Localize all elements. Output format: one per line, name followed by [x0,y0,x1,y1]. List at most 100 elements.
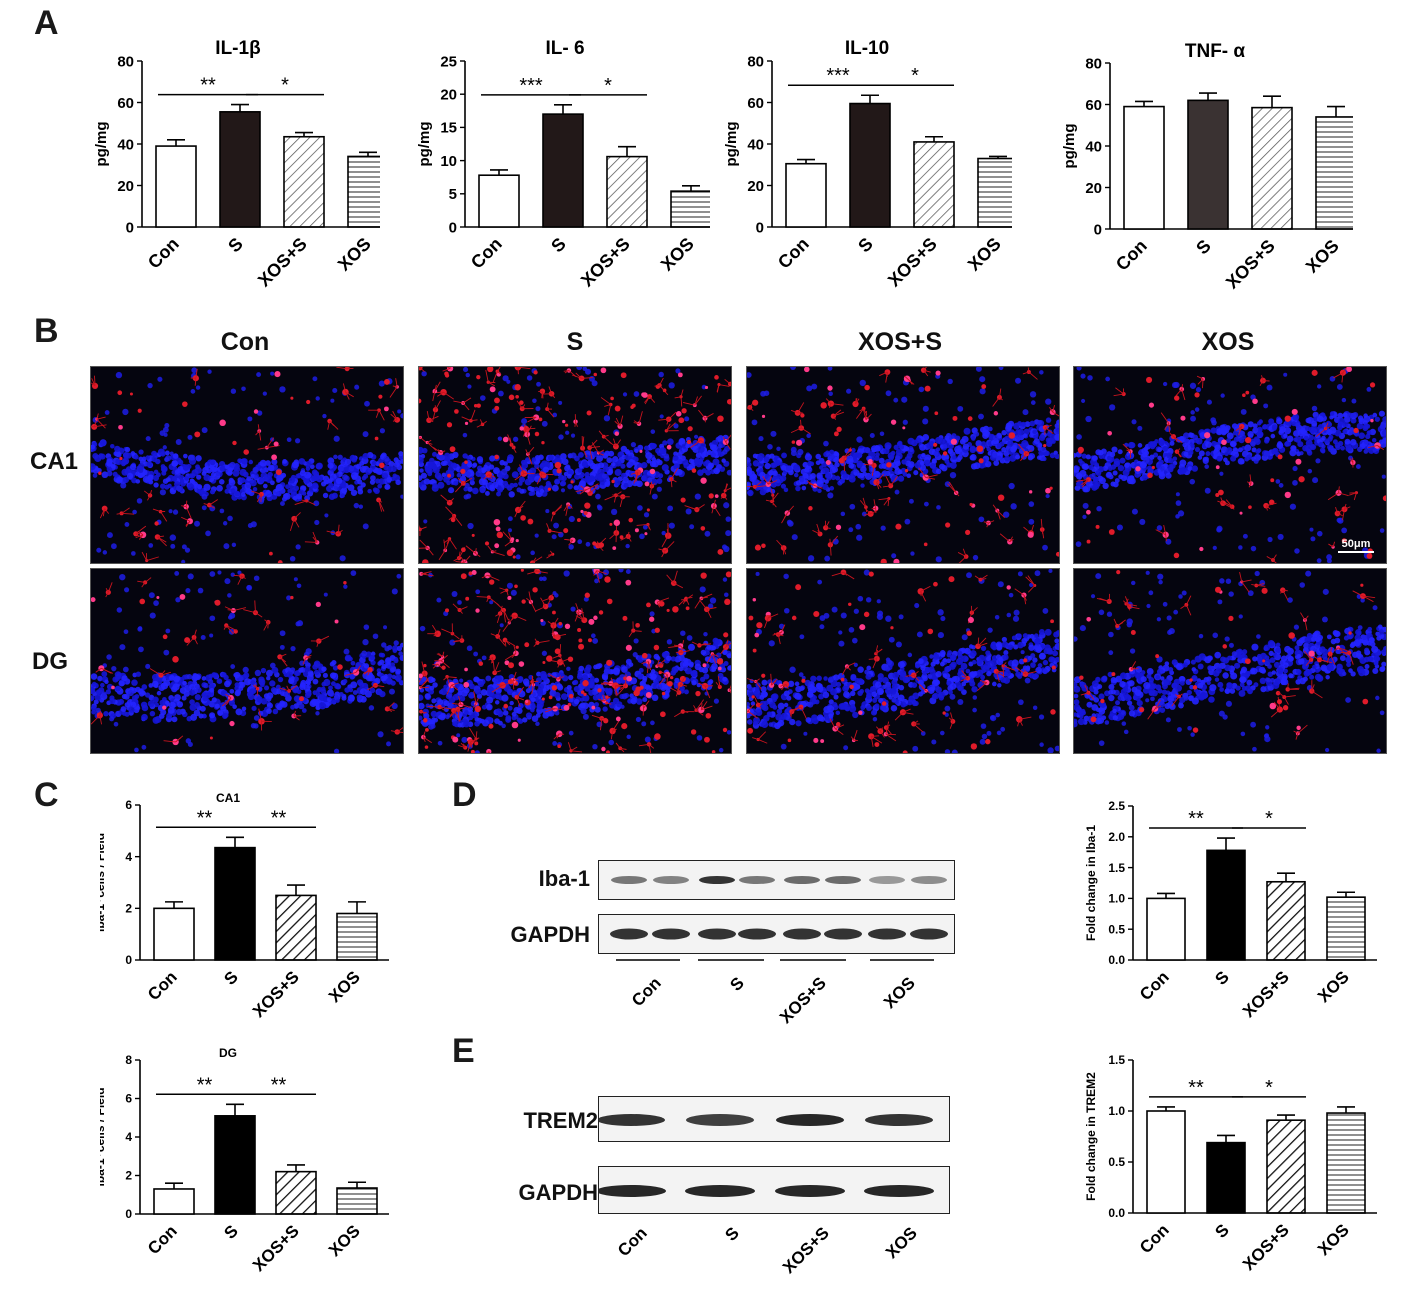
y-tick-label: 0.5 [1108,1155,1125,1169]
y-axis-label: pg/mg [416,122,433,167]
bar-con [785,162,827,228]
bar-con [1146,897,1186,961]
micrograph-dg-xos [1073,568,1387,754]
panel-label-e: E [452,1032,475,1070]
significance-label: *** [826,65,850,87]
y-axis-label: pg/mg [93,122,110,167]
bar-s [849,102,891,228]
blot-group-label: XOS+S [776,973,830,1026]
y-tick-label: 0 [126,219,134,236]
micro-col-title-s: S [566,328,584,356]
micrograph-dg-s [418,568,732,754]
bar-xos [977,157,1012,228]
chart-dg: DG 0 2 4 6 8 iba-1⁺cells / Field Con S XOS+S XOS **… [100,1046,389,1275]
y-tick-label: 40 [747,136,764,153]
significance-label: *** [519,75,543,97]
y-tick-label: 2 [125,1169,132,1183]
chart-title: IL- 6 [545,38,584,59]
scale-bar-label: 50μm [1341,538,1371,550]
blot-e-gapdh [596,1166,950,1214]
bar-xos [670,190,710,228]
y-tick-label: 60 [747,95,764,112]
y-tick-label: 4 [125,1130,132,1144]
blot-group-label: S [726,973,747,994]
chart-trem2-fold-change: 0.0 0.5 1.0 1.5 Fold change in TREM2 Con S XOS+… [1084,1053,1377,1274]
significance-label: * [1265,808,1273,830]
bar-con [153,907,195,961]
x-tick-label: S [220,967,241,988]
y-tick-label: 20 [440,86,457,103]
significance-label: ** [271,807,287,829]
y-tick-label: 0 [125,953,132,967]
x-tick-label: XOS [325,967,364,1006]
bar-s [214,1115,256,1215]
micro-col-title-xos: XOS [1201,328,1255,356]
blot-group-label: Con [614,1223,651,1260]
x-tick-label: XOS+S [577,234,634,291]
bar-s [1206,849,1246,961]
x-tick-label: Con [467,234,506,273]
chart-title: DG [219,1046,237,1060]
y-tick-label: 60 [117,95,134,112]
blot-group-label: Con [628,973,665,1010]
chart-title: CA1 [216,791,240,805]
y-axis-label: Fold change in TREM2 [1084,1072,1098,1201]
x-tick-label: S [1211,967,1232,988]
micro-row-label-ca1: CA1 [30,448,79,475]
y-tick-label: 40 [117,136,134,153]
micrograph-ca1-con [90,366,404,564]
x-tick-label: XOS [325,1221,364,1260]
bar-s [219,111,261,228]
bar-xos [1326,1112,1366,1214]
y-tick-label: 20 [747,178,764,195]
y-tick-label: 0 [449,219,457,236]
bar-con [1146,1110,1186,1214]
y-tick-label: 20 [117,178,134,195]
x-tick-label: Con [1112,236,1151,275]
x-tick-label: XOS+S [1239,1220,1293,1274]
bar-con [1123,105,1165,230]
bar-con [155,145,197,228]
y-tick-label: 1.5 [1108,1053,1125,1067]
y-tick-label: 2.5 [1108,799,1125,813]
x-tick-label: Con [144,1221,181,1258]
micro-col-title-con: Con [220,328,270,356]
x-tick-label: Con [144,967,181,1004]
y-tick-label: 80 [117,53,134,70]
bar-xos-s [606,155,648,228]
bar-s [542,113,584,228]
x-tick-label: S [220,1221,241,1242]
bar-xos [1326,896,1366,961]
y-tick-label: 15 [440,120,457,137]
y-tick-label: 20 [1085,180,1102,197]
y-tick-label: 0.0 [1108,1206,1125,1220]
chart-ca1: CA1 0 2 4 6 iba-1⁺cells / Field Con S XOS+S XOS **… [100,791,389,1021]
y-tick-label: 25 [440,53,457,70]
x-tick-label: Con [774,234,813,273]
y-tick-label: 0 [756,219,764,236]
bar-con [153,1188,195,1215]
x-tick-label: XOS+S [1222,236,1279,293]
y-tick-label: 0.0 [1108,953,1125,967]
x-tick-label: XOS [964,234,1005,275]
y-tick-label: 1.5 [1108,861,1125,875]
x-tick-label: XOS+S [249,1221,303,1275]
bar-xos-s [913,141,955,228]
chart-iba1-fold-change: 0.0 0.5 1.0 1.5 2.0 2.5 Fold change in Iba-1 Co… [1084,799,1377,1021]
y-axis-label: pg/mg [1061,124,1078,169]
panel-label-d: D [452,776,477,814]
scale-bar: 50μm [1338,538,1374,553]
significance-label: ** [271,1074,287,1096]
bar-xos-s [1251,106,1293,230]
significance-label: ** [200,75,216,97]
bar-xos-s [275,894,317,961]
y-tick-label: 6 [125,798,132,812]
blot-d-label-iba1: Iba-1 [538,866,590,891]
x-tick-label: XOS [1302,236,1343,277]
y-tick-label: 1.0 [1108,1104,1125,1118]
blot-e-group-labels: Con S XOS+S XOS [614,1223,921,1277]
y-axis-label: iba-1⁺cells / Field [100,833,107,932]
bar-xos-s [283,135,325,228]
blot-e-trem2 [597,1096,950,1142]
